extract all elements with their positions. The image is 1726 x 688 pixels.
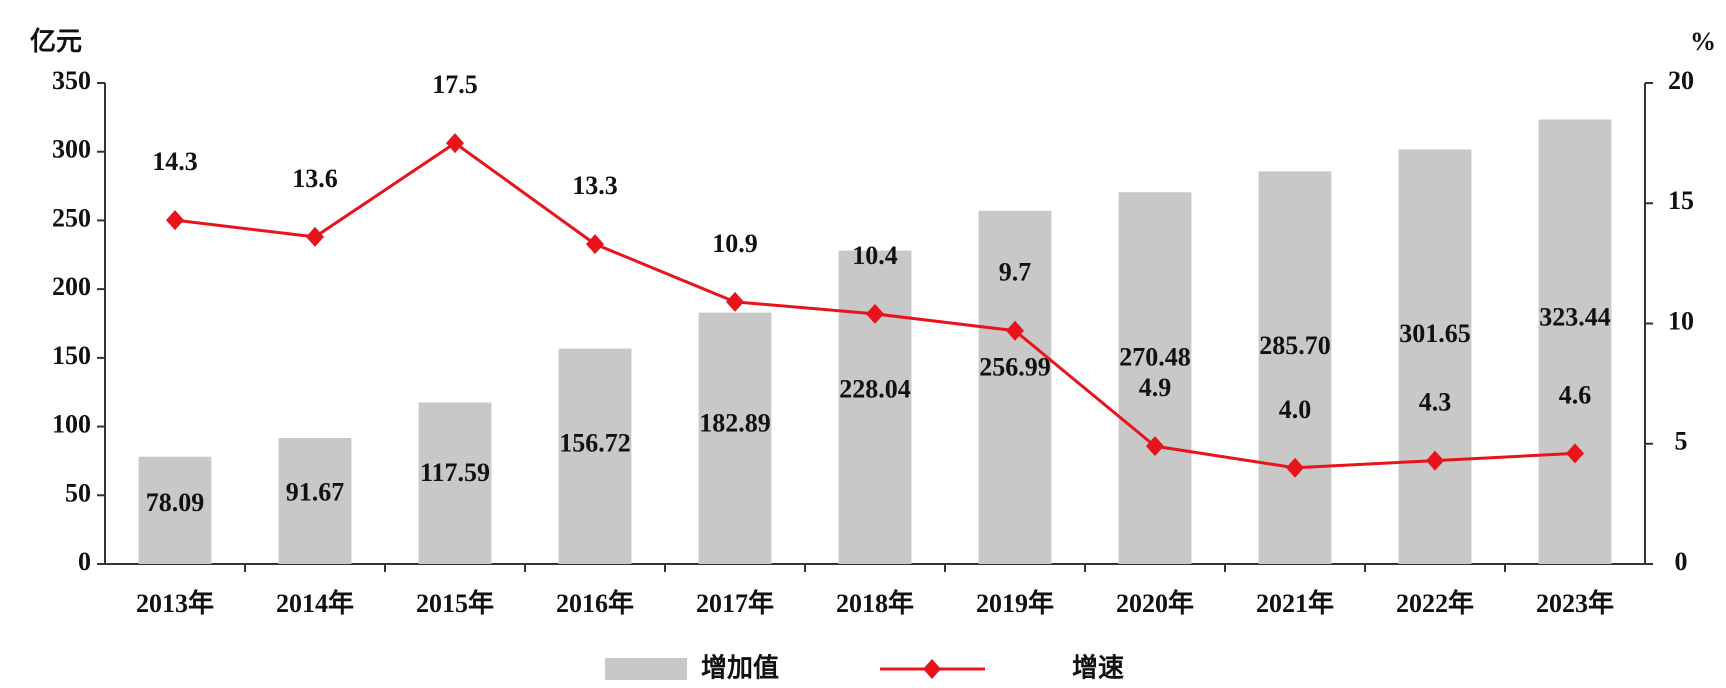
y-tick-label: 150 (52, 341, 91, 370)
bar (418, 402, 492, 564)
line-value-label: 13.3 (572, 171, 618, 200)
line-value-label: 9.7 (999, 258, 1032, 287)
y2-axis-label: % (1690, 27, 1716, 56)
line-marker (1426, 450, 1444, 471)
bar-value-label: 78.09 (146, 488, 205, 517)
line-value-label: 10.4 (852, 241, 898, 270)
bar (698, 312, 772, 564)
bar (1398, 149, 1472, 564)
line-marker (1006, 320, 1024, 341)
bar-value-label: 228.04 (839, 375, 911, 404)
line-value-label: 17.5 (432, 70, 478, 99)
bar (1538, 119, 1612, 564)
bar-value-label: 91.67 (286, 478, 345, 507)
line-marker (586, 234, 604, 255)
y2-tick-label: 5 (1675, 427, 1688, 456)
y-tick-label: 250 (52, 203, 91, 232)
y2-tick-label: 10 (1668, 306, 1694, 335)
line-marker (306, 226, 324, 247)
bar (138, 456, 212, 564)
line-value-label: 4.3 (1419, 388, 1452, 417)
y-tick-label: 200 (52, 272, 91, 301)
bar-value-label: 270.48 (1119, 343, 1191, 372)
x-tick-label: 2020年 (1116, 588, 1194, 618)
line-marker (446, 133, 464, 154)
legend-label: 增加值 (701, 653, 779, 684)
line-marker (866, 303, 884, 324)
bar (278, 438, 352, 564)
line-marker (726, 291, 744, 312)
line-value-label: 10.9 (712, 229, 758, 258)
bar (978, 210, 1052, 564)
y2-tick-label: 15 (1668, 186, 1694, 215)
line-value-label: 14.3 (152, 147, 198, 176)
bar-value-label: 156.72 (559, 429, 631, 458)
y-tick-label: 300 (52, 135, 91, 164)
line-value-label: 4.0 (1279, 395, 1312, 424)
line-marker (1566, 443, 1584, 464)
x-tick-label: 2016年 (556, 588, 634, 618)
legend-label: 增速 (1072, 653, 1124, 684)
bar (1118, 192, 1192, 564)
y-tick-label: 50 (65, 478, 91, 507)
bar (558, 348, 632, 564)
bar-value-label: 182.89 (699, 409, 771, 438)
bar-value-label: 323.44 (1539, 302, 1611, 331)
legend-marker (923, 659, 941, 679)
x-tick-label: 2021年 (1256, 588, 1334, 618)
line-marker (166, 210, 184, 231)
x-tick-label: 2019年 (976, 588, 1054, 618)
y-tick-label: 350 (52, 66, 91, 95)
x-tick-label: 2017年 (696, 588, 774, 618)
bar-value-label: 301.65 (1399, 319, 1471, 348)
bar-value-label: 285.70 (1259, 331, 1331, 360)
bar (838, 250, 912, 564)
x-tick-label: 2023年 (1536, 588, 1614, 618)
legend-swatch (605, 658, 687, 680)
line-marker (1146, 436, 1164, 457)
y-axis-label: 亿元 (30, 27, 82, 56)
y2-tick-label: 0 (1675, 547, 1688, 576)
y-tick-label: 0 (78, 547, 91, 576)
x-tick-label: 2015年 (416, 588, 494, 618)
x-tick-label: 2018年 (836, 588, 914, 618)
line-value-label: 4.6 (1559, 380, 1592, 409)
y2-tick-label: 20 (1668, 66, 1694, 95)
bar-value-label: 256.99 (979, 353, 1051, 382)
line-marker (1286, 457, 1304, 478)
y-tick-label: 100 (52, 410, 91, 439)
line-value-label: 4.9 (1139, 373, 1172, 402)
x-tick-label: 2013年 (136, 588, 214, 618)
bar (1258, 171, 1332, 564)
x-tick-label: 2022年 (1396, 588, 1474, 618)
x-tick-label: 2014年 (276, 588, 354, 618)
bar-value-label: 117.59 (420, 458, 490, 487)
line-value-label: 13.6 (292, 164, 338, 193)
